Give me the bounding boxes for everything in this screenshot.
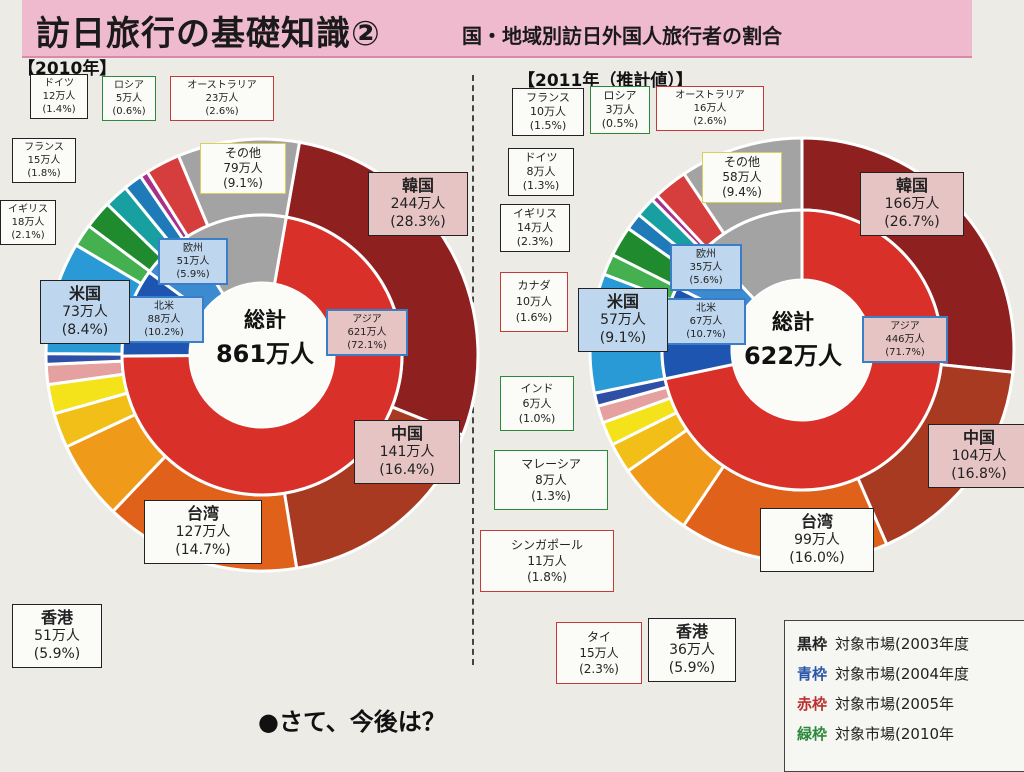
label-2011-uk: イギリス 14万人 (2.3%): [500, 204, 570, 252]
total-value: 861万人: [215, 340, 315, 368]
label-2011-korea: 韓国 166万人 (26.7%): [860, 172, 964, 236]
donut-hole-1: [732, 280, 872, 420]
label-2010-europe: 欧州 51万人 (5.9%): [158, 238, 228, 285]
legend-row: 黒枠 対象市場(2003年度: [797, 635, 970, 653]
label-2010-hongkong: 香港 51万人 (5.9%): [12, 604, 102, 668]
label-2011-taiwan: 台湾 99万人 (16.0%): [760, 508, 874, 572]
question-text: ●さて、今後は？: [258, 708, 446, 736]
label-2010-france: フランス 15万人 (1.8%): [12, 138, 76, 183]
label-2010-asia: アジア 621万人 (72.1%): [326, 309, 408, 356]
label-2011-thailand: タイ 15万人 (2.3%): [556, 622, 642, 684]
label-2011-asia: アジア 446万人 (71.7%): [862, 316, 948, 363]
label-2010-germany: ドイツ 12万人 (1.4%): [30, 74, 88, 119]
label-2011-australia: オーストラリア 16万人 (2.6%): [656, 86, 764, 131]
label-2010-china: 中国 141万人 (16.4%): [354, 420, 460, 484]
legend-row: 青枠 対象市場(2004年度: [797, 665, 970, 683]
label-2010-north-america: 北米 88万人 (10.2%): [124, 296, 204, 343]
label-2011-canada: カナダ 10万人 (1.6%): [500, 272, 568, 332]
page-subtitle: 国・地域別訪日外国人旅行者の割合: [462, 24, 782, 48]
label-2010-taiwan: 台湾 127万人 (14.7%): [144, 500, 262, 564]
label-2011-north-america: 北米 67万人 (10.7%): [666, 298, 746, 345]
label-2010-uk: イギリス 18万人 (2.1%): [0, 200, 56, 245]
label-2011-others: その他 58万人 (9.4%): [702, 152, 782, 203]
label-2011-india: インド 6万人 (1.0%): [500, 376, 574, 431]
label-2010-korea: 韓国 244万人 (28.3%): [368, 172, 468, 236]
legend-row: 赤枠 対象市場(2005年: [797, 695, 955, 713]
label-2011-france: フランス 10万人 (1.5%): [512, 88, 584, 136]
donut-hole-0: [190, 283, 334, 427]
label-2011-malaysia: マレーシア 8万人 (1.3%): [494, 450, 608, 510]
total-2010: 総計 861万人: [210, 304, 320, 369]
label-2011-china: 中国 104万人 (16.8%): [928, 424, 1024, 488]
total-label: 総計: [772, 310, 814, 334]
label-2010-usa: 米国 73万人 (8.4%): [40, 280, 130, 344]
total-label: 総計: [244, 308, 286, 332]
page-title: 訪日旅行の基礎知識②: [36, 14, 381, 54]
label-2011-singapore: シンガポール 11万人 (1.8%): [480, 530, 614, 592]
label-2011-russia: ロシア 3万人 (0.5%): [590, 86, 650, 134]
label-2011-hongkong: 香港 36万人 (5.9%): [648, 618, 736, 682]
label-2010-russia: ロシア 5万人 (0.6%): [102, 76, 156, 121]
label-2011-europe: 欧州 35万人 (5.6%): [670, 244, 742, 291]
page-header: 訪日旅行の基礎知識② 国・地域別訪日外国人旅行者の割合: [22, 0, 972, 58]
label-2010-australia: オーストラリア 23万人 (2.6%): [170, 76, 274, 121]
label-2011-germany: ドイツ 8万人 (1.3%): [508, 148, 574, 196]
legend-row: 緑枠 対象市場(2010年: [797, 725, 955, 743]
label-2010-others: その他 79万人 (9.1%): [200, 143, 286, 194]
label-2011-usa: 米国 57万人 (9.1%): [578, 288, 668, 352]
total-2011: 総計 622万人: [738, 306, 848, 371]
total-value: 622万人: [743, 342, 843, 370]
frame-legend: 黒枠 対象市場(2003年度 青枠 対象市場(2004年度 赤枠 対象市場(2005年…: [784, 620, 1024, 772]
